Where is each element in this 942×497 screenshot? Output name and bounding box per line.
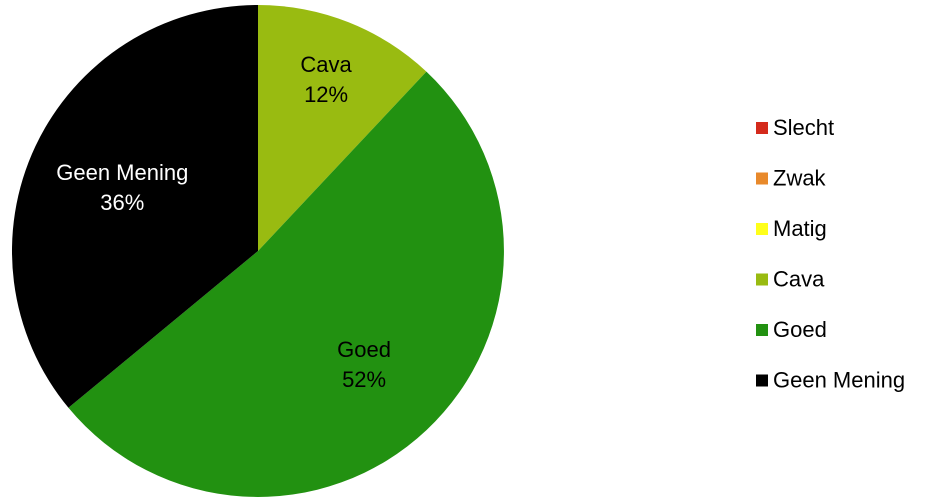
pie-slice-goed: [68, 71, 504, 497]
slice-label-geen-mening-percent: 36%: [100, 190, 144, 215]
legend-swatch-goed: [756, 324, 768, 336]
legend-item-goed: Goed: [756, 317, 827, 342]
legend-swatch-zwak: [756, 172, 768, 185]
legend-swatch-slecht: [756, 122, 768, 134]
legend-label-goed: Goed: [773, 317, 827, 342]
pie-slice-geen-mening: [11, 4, 258, 408]
slice-label-cava-percent: 12%: [304, 82, 348, 107]
legend-label-cava: Cava: [773, 266, 825, 291]
legend-swatch-cava: [756, 273, 768, 286]
legend-label-zwak: Zwak: [773, 165, 827, 190]
slice-label-goed-name: Goed: [337, 337, 391, 362]
legend-label-matig: Matig: [773, 216, 827, 241]
legend-item-slecht: Slecht: [756, 115, 834, 140]
slice-label-goed-percent: 52%: [342, 367, 386, 392]
pie-slice-cava: [258, 5, 427, 251]
legend: Slecht Zwak Matig Cava Goed Geen Mening: [756, 115, 905, 392]
legend-item-cava: Cava: [756, 266, 825, 291]
legend-label-slecht: Slecht: [773, 115, 834, 140]
legend-item-zwak: Zwak: [756, 165, 827, 190]
slice-label-cava-name: Cava: [300, 52, 352, 77]
pie-slices: [11, 4, 504, 497]
legend-swatch-geen-mening: [756, 374, 768, 387]
pie-slice-labels: Cava 12% Goed 52% Geen Mening 36%: [56, 52, 391, 392]
legend-swatch-matig: [756, 223, 768, 235]
slice-label-geen-mening-name: Geen Mening: [56, 160, 188, 185]
legend-item-matig: Matig: [756, 216, 827, 241]
legend-item-geen-mening: Geen Mening: [756, 367, 905, 392]
legend-label-geen-mening: Geen Mening: [773, 367, 905, 392]
